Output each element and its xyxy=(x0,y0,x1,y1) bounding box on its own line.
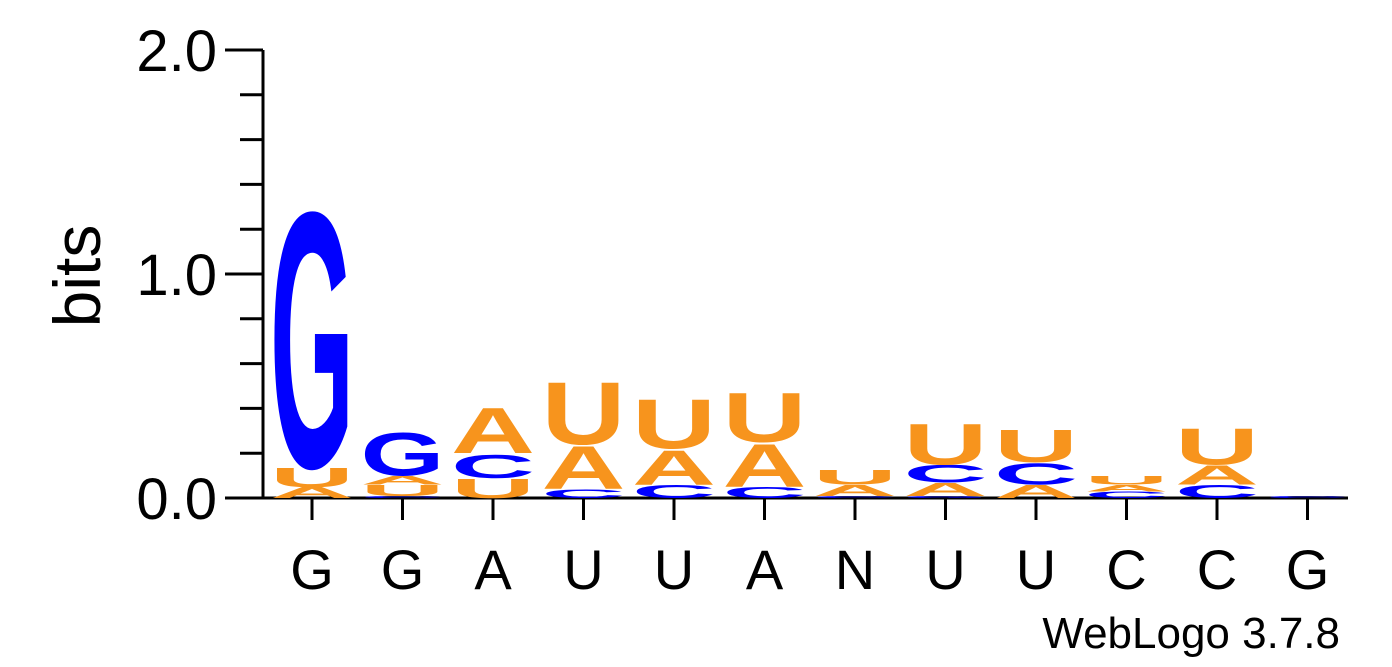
logo-letter-G: G xyxy=(270,137,354,545)
logo-letter-A: A xyxy=(542,434,626,503)
logo-letter-A: A xyxy=(1175,459,1259,490)
x-tick-label: G xyxy=(1286,538,1330,601)
logo-letter-G: G xyxy=(904,495,988,498)
x-tick-label: U xyxy=(1016,538,1056,601)
logo-letter-A: A xyxy=(632,440,716,495)
logo-letter-A: A xyxy=(813,482,897,499)
logo-letter-A: A xyxy=(361,473,445,487)
logo-letter-U: U xyxy=(1085,473,1169,487)
y-tick-label: 1.0 xyxy=(136,243,217,308)
logo-letter-A: A xyxy=(994,481,1078,502)
logo-letter-U: U xyxy=(451,473,535,504)
logo-letter-C: C xyxy=(632,481,716,502)
logo-letter-C: C xyxy=(360,495,444,498)
logo-letter-A: A xyxy=(451,395,535,467)
logo-letter-U: U xyxy=(632,386,716,465)
logo-letter-C: C xyxy=(542,487,626,501)
x-tick-label: C xyxy=(1106,538,1146,601)
y-axis: 0.0 1.0 2.0 bits xyxy=(40,19,265,532)
x-tick-label: A xyxy=(474,538,512,601)
logo-letter-U: U xyxy=(361,482,445,499)
y-tick-label: 2.0 xyxy=(136,19,217,84)
x-tick-label: N xyxy=(835,538,875,601)
x-tick-label: C xyxy=(1197,538,1237,601)
logo-letter-U: U xyxy=(813,465,897,489)
logo-letter-U: U xyxy=(723,379,807,458)
logo-letter-A: A xyxy=(1084,483,1168,493)
logo-letter-U: U xyxy=(270,462,354,493)
logo-letter-C: C xyxy=(1175,481,1259,502)
x-tick-label: G xyxy=(290,538,334,601)
logo-letter-U: U xyxy=(904,412,988,477)
logo-letter-A: A xyxy=(903,479,987,500)
logo-letter-C: C xyxy=(994,457,1078,491)
logo-letter-A: A xyxy=(723,431,807,500)
logo-letter-C: C xyxy=(451,447,535,485)
logo-letter-C: C xyxy=(904,460,988,487)
logo-letter-U: U xyxy=(1175,417,1259,476)
logo-letter-U: U xyxy=(542,363,626,463)
x-tick-label: G xyxy=(381,538,425,601)
logo-letter-C: C xyxy=(723,484,807,501)
logo-letter-U: U xyxy=(994,420,1078,472)
y-tick-label: 0.0 xyxy=(136,467,217,532)
logo-letter-G: G xyxy=(361,420,445,489)
weblogo-footer: WebLogo 3.7.8 xyxy=(1042,609,1340,658)
y-axis-label: bits xyxy=(40,225,114,328)
x-tick-label: U xyxy=(563,538,603,601)
logo-letter-C: C xyxy=(1265,495,1349,498)
x-tick-label: U xyxy=(925,538,965,601)
logo-letter-C: C xyxy=(1084,490,1168,500)
logo-letter-C: C xyxy=(813,495,897,498)
logo-letter-A: A xyxy=(270,484,354,501)
x-tick-label: U xyxy=(654,538,694,601)
x-tick-label: A xyxy=(746,538,784,601)
